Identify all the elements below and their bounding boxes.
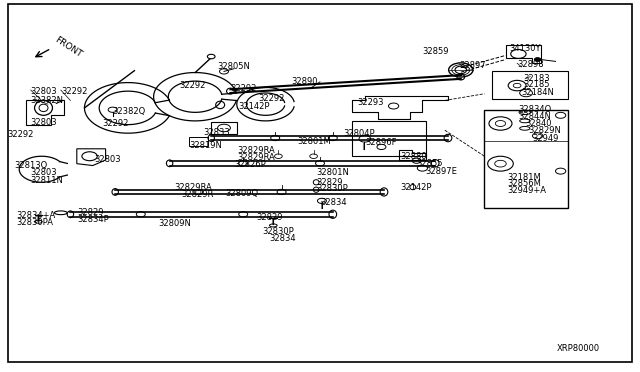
Text: 32804P: 32804P [343,129,374,138]
Text: 32949: 32949 [532,134,559,143]
Text: 32292: 32292 [102,119,129,128]
Text: 32830P: 32830P [316,185,348,193]
Bar [492,71,568,99]
Text: 32829RA: 32829RA [237,146,275,155]
Text: 32855: 32855 [416,159,442,168]
Text: 32801M: 32801M [298,137,332,146]
Text: 32890: 32890 [291,77,317,86]
Text: 32833: 32833 [203,128,230,137]
Text: 32829: 32829 [256,213,282,222]
Text: 32803: 32803 [31,118,58,127]
Text: 32809N: 32809N [159,219,191,228]
Bar [211,122,237,134]
Text: 32829RA: 32829RA [237,153,275,162]
Text: 32181M: 32181M [508,173,541,182]
Text: 32829RA: 32829RA [174,183,212,192]
Text: 32826P: 32826P [234,160,266,169]
Text: 32830PA: 32830PA [16,218,53,227]
Text: 32805N: 32805N [218,62,250,71]
Text: 32819N: 32819N [189,141,221,150]
Text: 32293: 32293 [357,98,383,107]
Text: FRONT: FRONT [53,35,84,59]
Text: 32834: 32834 [269,234,296,243]
Text: 32896F: 32896F [365,138,397,147]
Bar [352,121,426,156]
Bar [189,137,208,146]
Text: 32834+A: 32834+A [16,211,55,219]
Text: 32897E: 32897E [426,167,458,176]
Text: 32142P: 32142P [400,183,431,192]
Circle shape [534,58,541,61]
Text: 32856M: 32856M [508,179,541,188]
Text: 32382N: 32382N [31,96,64,105]
Text: 32834O: 32834O [518,105,552,114]
Text: XRP80000: XRP80000 [557,344,600,353]
Text: 32183: 32183 [524,74,550,83]
Text: 32803: 32803 [95,155,122,164]
Text: 32829N: 32829N [529,126,561,135]
Text: 32859: 32859 [422,47,449,56]
Text: 32142P: 32142P [238,102,269,110]
Text: 32292: 32292 [230,84,257,93]
Text: 32829: 32829 [316,178,342,187]
Text: 32829: 32829 [77,208,103,217]
Text: 32949+A: 32949+A [508,186,547,195]
Text: 32880: 32880 [401,152,428,161]
Text: 32803: 32803 [31,87,58,96]
Text: 32898: 32898 [517,60,544,69]
Text: 32844N: 32844N [518,112,551,121]
Bar [484,110,568,208]
Text: 32897: 32897 [460,61,486,70]
Text: 32830P: 32830P [262,227,294,236]
Text: 32184N: 32184N [521,88,554,97]
Text: 32813Q: 32813Q [14,161,47,170]
Text: 32829R: 32829R [182,190,214,199]
Text: 34130Y: 34130Y [509,44,540,53]
Text: 32292: 32292 [8,130,34,139]
Circle shape [207,54,215,59]
Text: 32834P: 32834P [77,215,109,224]
Text: 32801N: 32801N [316,169,349,177]
Text: 32382Q: 32382Q [112,107,145,116]
Text: 32811N: 32811N [31,176,63,185]
Text: 32185: 32185 [524,80,550,89]
Text: 32809Q: 32809Q [225,189,259,198]
Text: 32292: 32292 [179,81,205,90]
Text: 32834: 32834 [320,198,347,207]
Text: 32292: 32292 [259,94,285,103]
Text: 32840: 32840 [525,119,551,128]
Text: 32803: 32803 [31,169,58,177]
Text: 32292: 32292 [61,87,87,96]
